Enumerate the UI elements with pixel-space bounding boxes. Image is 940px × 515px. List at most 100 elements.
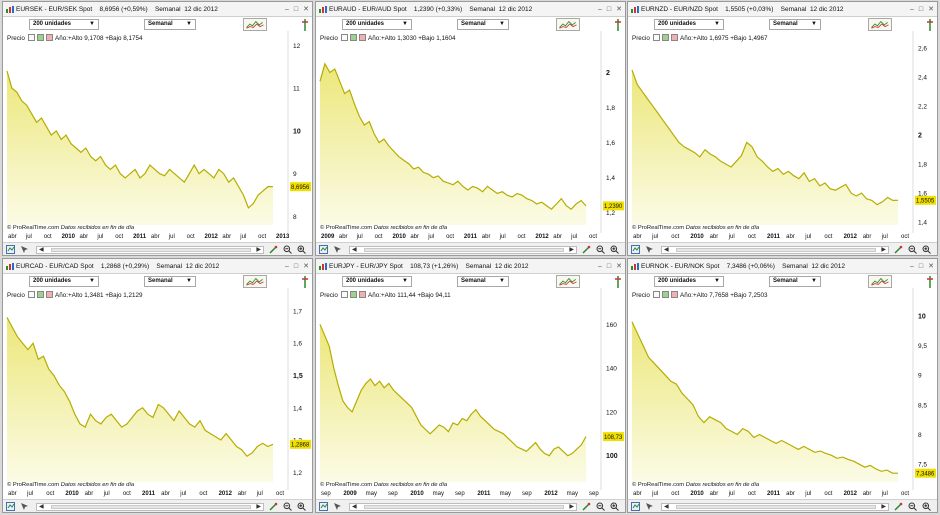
- zoom-out-icon[interactable]: [283, 245, 292, 254]
- time-scrollbar[interactable]: ◀ ▶: [349, 246, 577, 254]
- chart-settings-icon[interactable]: [319, 502, 328, 511]
- window-titlebar[interactable]: EURJPY - EUR/JPY Spot 108,73 (+1,26%) Se…: [316, 259, 625, 274]
- zoom-in-icon[interactable]: [610, 245, 619, 254]
- zoom-in-icon[interactable]: [922, 502, 931, 511]
- cursor-icon[interactable]: [645, 245, 654, 254]
- window-titlebar[interactable]: EURCAD - EUR/CAD Spot 1,2868 (+0,29%) Se…: [3, 259, 312, 274]
- window-titlebar[interactable]: EURNZD - EUR/NZD Spot 1,5505 (+0,03%) Se…: [628, 2, 937, 17]
- indicator-menu-icon[interactable]: [925, 275, 935, 289]
- drawing-tools-icon[interactable]: [269, 502, 278, 511]
- chart-window[interactable]: EURCAD - EUR/CAD Spot 1,2868 (+0,29%) Se…: [2, 258, 313, 513]
- add-indicator-icon[interactable]: [661, 34, 669, 41]
- indicator-menu-icon[interactable]: [300, 18, 310, 32]
- scroll-right-icon[interactable]: ▶: [256, 504, 261, 510]
- scroll-left-icon[interactable]: ◀: [39, 504, 44, 510]
- scrollbar-thumb[interactable]: [364, 248, 564, 252]
- price-plot[interactable]: 160 140 120 100 108,73: [316, 288, 626, 490]
- drawing-tools-icon[interactable]: [894, 502, 903, 511]
- cursor-icon[interactable]: [20, 502, 29, 511]
- window-titlebar[interactable]: EURSEK - EUR/SEK Spot 8,6956 (+0,59%) Se…: [3, 2, 312, 17]
- window-titlebar[interactable]: EURNOK - EUR/NOK Spot 7,3486 (+0,06%) Se…: [628, 259, 937, 274]
- cursor-icon[interactable]: [333, 245, 342, 254]
- scroll-right-icon[interactable]: ▶: [881, 504, 886, 510]
- window-titlebar[interactable]: EURAUD - EUR/AUD Spot 1,2390 (+0,33%) Se…: [316, 2, 625, 17]
- close-icon[interactable]: ✕: [303, 263, 309, 270]
- scroll-left-icon[interactable]: ◀: [39, 247, 44, 253]
- drawing-tools-icon[interactable]: [582, 502, 591, 511]
- scroll-left-icon[interactable]: ◀: [664, 247, 669, 253]
- zoom-in-icon[interactable]: [297, 245, 306, 254]
- price-plot[interactable]: 12 11 10 9 8 8,6956: [3, 31, 313, 233]
- units-select[interactable]: 200 unidades ▼: [29, 276, 99, 287]
- chart-style-button[interactable]: [868, 18, 892, 31]
- wrench-icon[interactable]: [340, 291, 348, 298]
- remove-indicator-icon[interactable]: [358, 34, 366, 41]
- scroll-right-icon[interactable]: ▶: [881, 247, 886, 253]
- scroll-left-icon[interactable]: ◀: [352, 504, 357, 510]
- wrench-icon[interactable]: [652, 291, 660, 298]
- remove-indicator-icon[interactable]: [45, 34, 53, 41]
- chart-window[interactable]: EURAUD - EUR/AUD Spot 1,2390 (+0,33%) Se…: [315, 1, 626, 256]
- scroll-right-icon[interactable]: ▶: [569, 247, 574, 253]
- wrench-icon[interactable]: [27, 34, 35, 41]
- close-icon[interactable]: ✕: [928, 263, 934, 270]
- cursor-icon[interactable]: [20, 245, 29, 254]
- maximize-icon[interactable]: □: [293, 263, 299, 270]
- chart-window[interactable]: EURNOK - EUR/NOK Spot 7,3486 (+0,06%) Se…: [627, 258, 938, 513]
- minimize-icon[interactable]: –: [909, 263, 914, 270]
- wrench-icon[interactable]: [340, 34, 348, 41]
- maximize-icon[interactable]: □: [606, 6, 612, 13]
- minimize-icon[interactable]: –: [284, 263, 289, 270]
- maximize-icon[interactable]: □: [606, 263, 612, 270]
- maximize-icon[interactable]: □: [918, 6, 924, 13]
- price-plot[interactable]: 2,6 2,4 2,2 2 1,8 1,6 1,4 1,5505: [628, 31, 938, 233]
- drawing-tools-icon[interactable]: [582, 245, 591, 254]
- units-select[interactable]: 200 unidades ▼: [654, 276, 724, 287]
- zoom-out-icon[interactable]: [908, 502, 917, 511]
- chart-style-button[interactable]: [243, 18, 267, 31]
- units-select[interactable]: 200 unidades ▼: [342, 276, 412, 287]
- zoom-in-icon[interactable]: [922, 245, 931, 254]
- scrollbar-thumb[interactable]: [51, 248, 251, 252]
- period-select[interactable]: Semanal ▼: [144, 276, 196, 287]
- units-select[interactable]: 200 unidades ▼: [29, 19, 99, 30]
- wrench-icon[interactable]: [652, 34, 660, 41]
- scroll-right-icon[interactable]: ▶: [569, 504, 574, 510]
- close-icon[interactable]: ✕: [928, 6, 934, 13]
- scrollbar-thumb[interactable]: [364, 505, 564, 509]
- zoom-out-icon[interactable]: [596, 502, 605, 511]
- time-scrollbar[interactable]: ◀ ▶: [36, 246, 264, 254]
- close-icon[interactable]: ✕: [616, 6, 622, 13]
- cursor-icon[interactable]: [333, 502, 342, 511]
- add-indicator-icon[interactable]: [349, 34, 357, 41]
- add-indicator-icon[interactable]: [36, 34, 44, 41]
- cursor-icon[interactable]: [645, 502, 654, 511]
- price-plot[interactable]: 2 1,8 1,6 1,4 1,21,2390: [316, 31, 626, 233]
- add-indicator-icon[interactable]: [349, 291, 357, 298]
- chart-style-button[interactable]: [556, 18, 580, 31]
- chart-window[interactable]: EURSEK - EUR/SEK Spot 8,6956 (+0,59%) Se…: [2, 1, 313, 256]
- period-select[interactable]: Semanal ▼: [769, 276, 821, 287]
- remove-indicator-icon[interactable]: [358, 291, 366, 298]
- time-scrollbar[interactable]: ◀ ▶: [661, 246, 889, 254]
- time-scrollbar[interactable]: ◀ ▶: [661, 503, 889, 511]
- zoom-out-icon[interactable]: [283, 502, 292, 511]
- close-icon[interactable]: ✕: [303, 6, 309, 13]
- scrollbar-thumb[interactable]: [51, 505, 251, 509]
- zoom-out-icon[interactable]: [908, 245, 917, 254]
- period-select[interactable]: Semanal ▼: [144, 19, 196, 30]
- scroll-left-icon[interactable]: ◀: [664, 504, 669, 510]
- scrollbar-thumb[interactable]: [676, 505, 876, 509]
- units-select[interactable]: 200 unidades ▼: [342, 19, 412, 30]
- drawing-tools-icon[interactable]: [894, 245, 903, 254]
- chart-settings-icon[interactable]: [631, 245, 640, 254]
- period-select[interactable]: Semanal ▼: [457, 19, 509, 30]
- scroll-left-icon[interactable]: ◀: [352, 247, 357, 253]
- chart-window[interactable]: EURNZD - EUR/NZD Spot 1,5505 (+0,03%) Se…: [627, 1, 938, 256]
- scroll-right-icon[interactable]: ▶: [256, 247, 261, 253]
- time-scrollbar[interactable]: ◀ ▶: [349, 503, 577, 511]
- chart-settings-icon[interactable]: [631, 502, 640, 511]
- minimize-icon[interactable]: –: [597, 6, 602, 13]
- drawing-tools-icon[interactable]: [269, 245, 278, 254]
- indicator-menu-icon[interactable]: [925, 18, 935, 32]
